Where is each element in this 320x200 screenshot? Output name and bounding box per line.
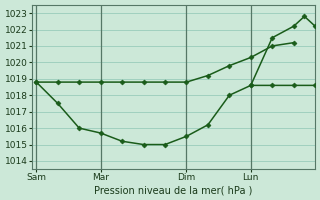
X-axis label: Pression niveau de la mer( hPa ): Pression niveau de la mer( hPa )	[94, 185, 253, 195]
